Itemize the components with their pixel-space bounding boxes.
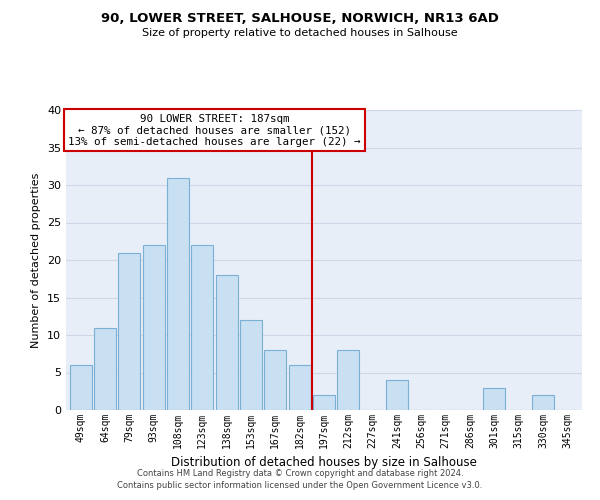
Bar <box>240 320 262 410</box>
Bar <box>532 395 554 410</box>
Bar <box>215 275 238 410</box>
Bar <box>337 350 359 410</box>
X-axis label: Distribution of detached houses by size in Salhouse: Distribution of detached houses by size … <box>171 456 477 469</box>
Bar <box>289 365 311 410</box>
Text: 90 LOWER STREET: 187sqm
← 87% of detached houses are smaller (152)
13% of semi-d: 90 LOWER STREET: 187sqm ← 87% of detache… <box>68 114 361 147</box>
Bar <box>313 395 335 410</box>
Y-axis label: Number of detached properties: Number of detached properties <box>31 172 41 348</box>
Text: 90, LOWER STREET, SALHOUSE, NORWICH, NR13 6AD: 90, LOWER STREET, SALHOUSE, NORWICH, NR1… <box>101 12 499 26</box>
Text: Contains HM Land Registry data © Crown copyright and database right 2024.: Contains HM Land Registry data © Crown c… <box>137 468 463 477</box>
Bar <box>94 328 116 410</box>
Bar <box>167 178 189 410</box>
Bar <box>484 388 505 410</box>
Text: Size of property relative to detached houses in Salhouse: Size of property relative to detached ho… <box>142 28 458 38</box>
Bar <box>118 252 140 410</box>
Bar <box>265 350 286 410</box>
Bar <box>143 245 164 410</box>
Bar <box>386 380 408 410</box>
Bar <box>70 365 92 410</box>
Bar <box>191 245 213 410</box>
Text: Contains public sector information licensed under the Open Government Licence v3: Contains public sector information licen… <box>118 481 482 490</box>
